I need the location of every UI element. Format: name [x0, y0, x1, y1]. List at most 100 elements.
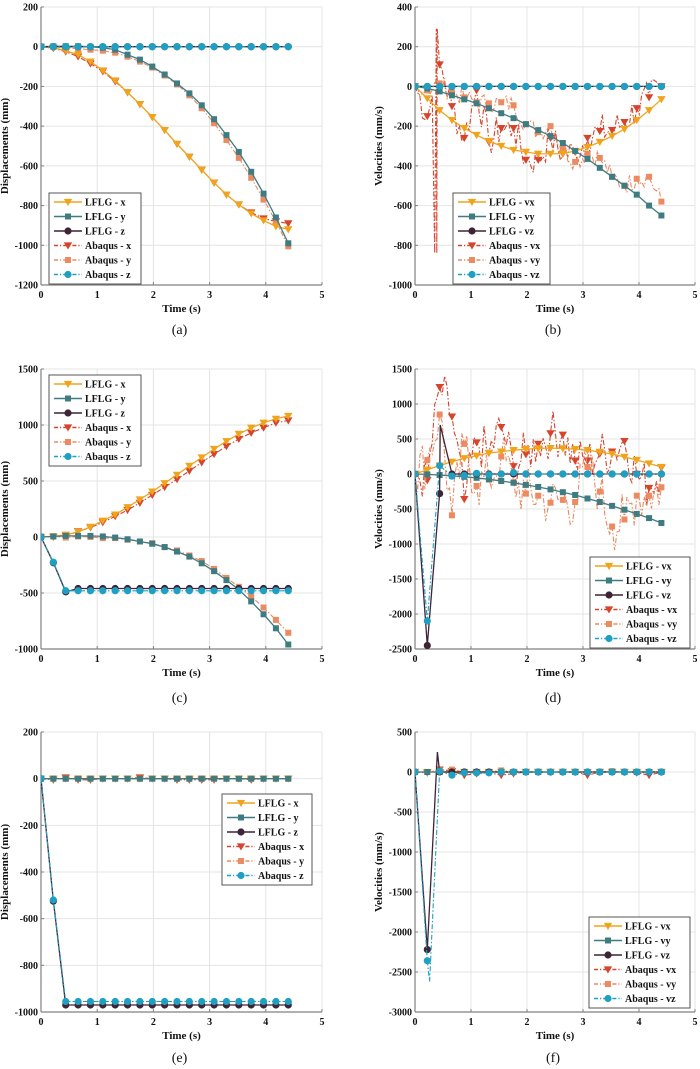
data-point	[198, 560, 205, 567]
data-point	[646, 173, 653, 180]
series-lflg-vy	[415, 471, 665, 526]
data-point	[584, 155, 591, 162]
data-point	[75, 532, 82, 539]
legend-swatch-marker	[65, 213, 71, 220]
data-point	[172, 140, 182, 149]
data-point	[172, 471, 182, 479]
y-tick-label: -500	[394, 505, 412, 516]
data-point	[247, 43, 255, 51]
data-point	[423, 466, 432, 474]
legend-swatch-marker	[603, 966, 613, 974]
data-point	[149, 775, 156, 782]
data-point	[423, 82, 431, 91]
y-tick-label: -2500	[389, 968, 412, 979]
data-point	[284, 587, 292, 595]
y-tick-label: 0	[407, 768, 412, 779]
data-point	[123, 43, 132, 51]
y-tick-label: -1000	[15, 1008, 38, 1019]
legend-item: LFLG - vz	[594, 951, 671, 962]
legend-item: LFLG - vz	[595, 591, 672, 602]
legend-swatch-marker	[605, 634, 613, 643]
data-point	[609, 173, 616, 180]
legend-label: Abaqus - z	[258, 871, 304, 882]
y-tick-label: -500	[394, 808, 412, 819]
legend-label: LFLG - vy	[625, 936, 671, 947]
data-point	[148, 587, 156, 595]
legend-label: LFLG - z	[258, 828, 299, 839]
data-point	[112, 534, 119, 541]
data-point	[485, 105, 492, 112]
chart-a: 0 1 2 3 4 5 -1200 -1000 -800 -600 -400 -200 0 200 Time…	[0, 3, 325, 339]
legend-swatch-marker	[236, 799, 246, 807]
data-point	[620, 437, 629, 446]
data-point	[135, 101, 145, 109]
y-tick-label: -600	[20, 914, 38, 925]
x-tick-label: 1	[95, 290, 100, 301]
legend-label: Abaqus - vy	[626, 620, 677, 631]
data-point	[173, 997, 181, 1006]
y-axis-label: Velocities (mm/s)	[373, 106, 385, 186]
legend-swatch-marker	[64, 270, 72, 279]
data-point	[596, 164, 603, 171]
data-point	[87, 775, 94, 782]
data-point	[485, 82, 493, 91]
legend-swatch-marker	[237, 828, 245, 836]
legend-swatch-marker	[238, 858, 244, 864]
x-tick-label: 4	[263, 290, 268, 301]
data-point	[197, 459, 206, 467]
series-abaqus-z	[41, 533, 292, 595]
data-point	[73, 528, 83, 536]
y-tick-label: 500	[397, 728, 412, 739]
data-point	[448, 512, 455, 519]
legend-swatch-marker	[604, 562, 614, 570]
data-point	[435, 61, 444, 69]
data-point	[546, 768, 555, 776]
data-point	[272, 625, 279, 632]
legend: LFLG - x LFLG - y LFLG - z Abaqus - x Abaqus…	[221, 793, 313, 886]
data-point	[248, 775, 255, 782]
data-point	[198, 102, 205, 109]
data-point	[632, 105, 641, 113]
data-point	[148, 488, 157, 496]
data-point	[222, 997, 231, 1006]
x-tick-label: 2	[525, 654, 530, 665]
legend-swatch-marker	[605, 981, 611, 987]
legend-item: Abaqus - vx	[595, 605, 677, 616]
data-point	[50, 533, 57, 540]
x-tick-label: 5	[320, 654, 325, 665]
data-point	[645, 768, 653, 776]
x-axis-label: Time (s)	[162, 667, 201, 679]
data-point	[246, 424, 256, 432]
data-point	[136, 997, 144, 1006]
legend-item: LFLG - x	[54, 198, 126, 209]
data-point	[285, 641, 292, 648]
data-point	[198, 43, 206, 51]
data-point	[596, 768, 604, 776]
x-tick-label: 5	[320, 290, 325, 301]
data-point	[123, 89, 132, 97]
panel-caption: (b)	[545, 323, 562, 338]
legend-swatch-marker	[604, 606, 614, 614]
data-point	[497, 82, 505, 91]
legend-item: LFLG - vy	[595, 576, 672, 587]
legend-item: LFLG - z	[54, 227, 126, 238]
y-tick-label: -1000	[389, 848, 412, 859]
series-line	[41, 535, 289, 634]
legend-item: LFLG - z	[54, 409, 126, 420]
data-point	[596, 488, 603, 495]
data-point	[86, 523, 95, 531]
data-point	[436, 82, 444, 91]
legend: LFLG - vx LFLG - vy LFLG - vz Abaqus - vx Ab…	[589, 556, 691, 649]
data-point	[559, 768, 567, 776]
data-point	[596, 82, 604, 91]
data-point	[49, 43, 57, 51]
data-point	[621, 182, 628, 189]
data-point	[223, 775, 230, 782]
data-point	[247, 997, 255, 1006]
data-point	[608, 82, 616, 91]
data-point	[558, 431, 568, 439]
legend-box	[588, 916, 691, 1009]
data-point	[272, 43, 280, 51]
panel-caption: (a)	[172, 323, 188, 338]
data-point	[210, 43, 218, 51]
